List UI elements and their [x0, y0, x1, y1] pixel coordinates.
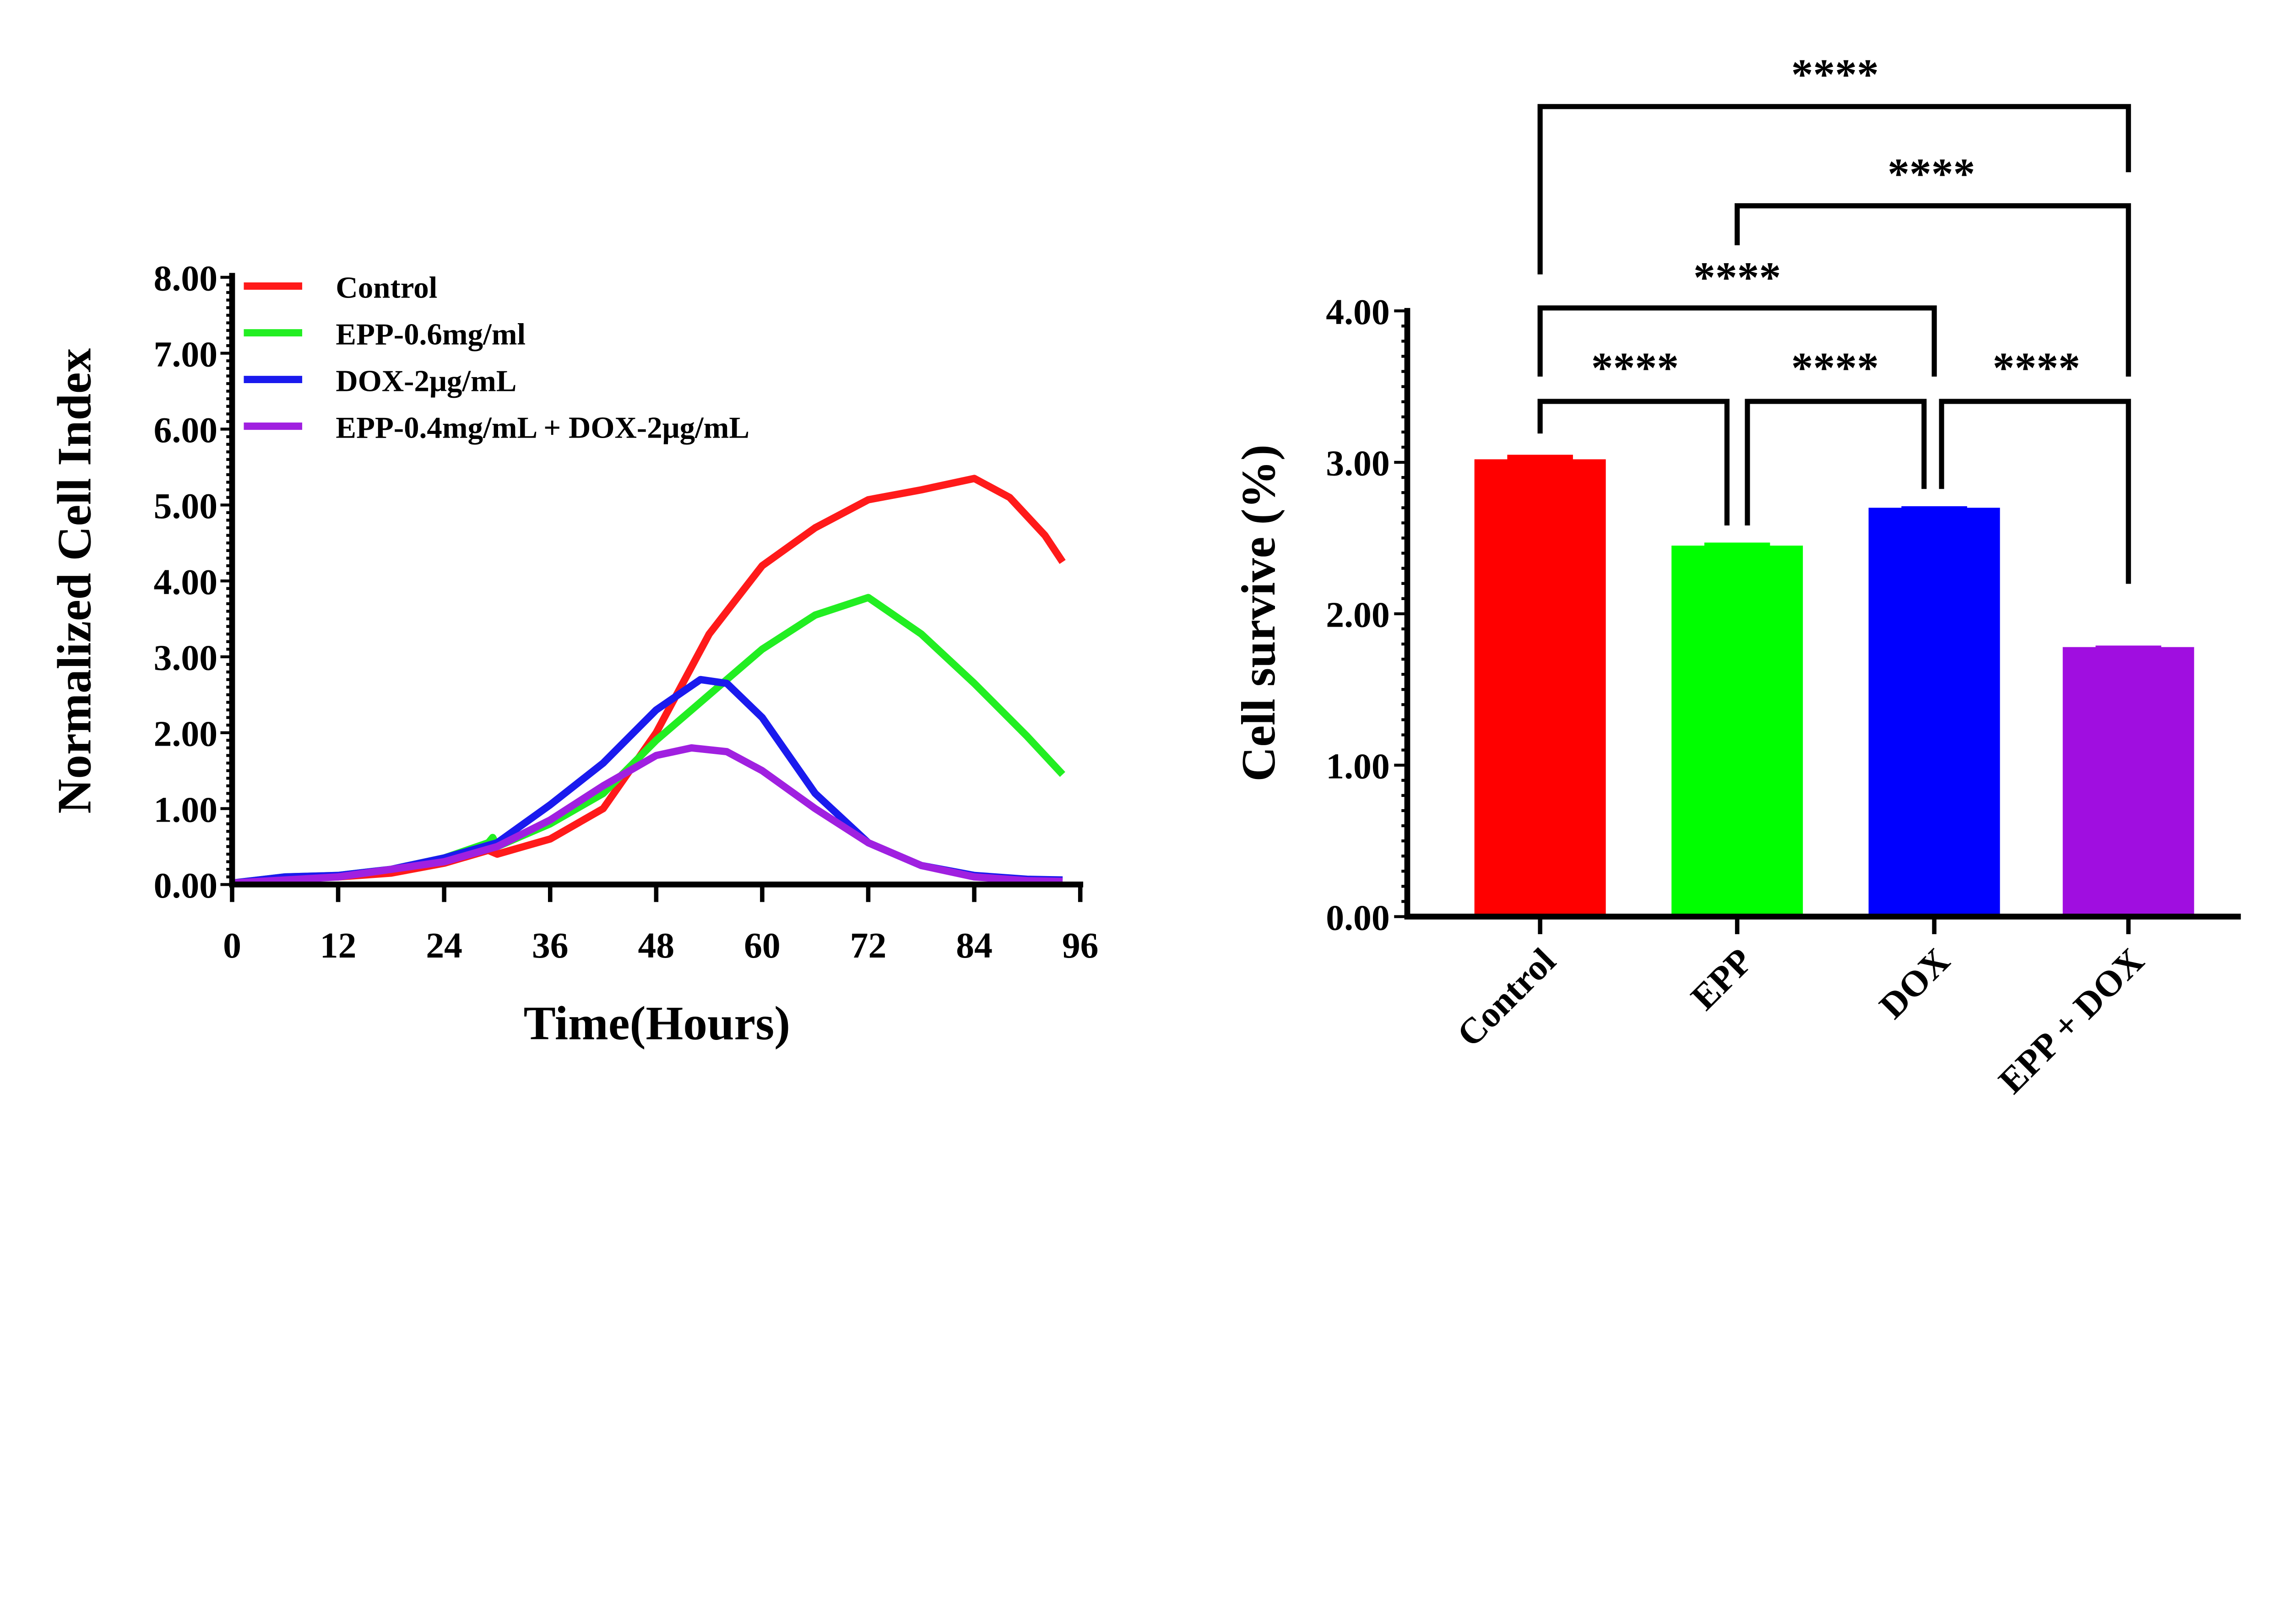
figure: 0.00 1.00 2.00 3.00 4.00 5.00 6.00 7.00 8.00 0 12 2…	[48, 50, 2241, 1101]
y-tick-label: 0.00	[1326, 898, 1389, 938]
significance-label: ****	[1591, 343, 1679, 392]
significance-label: ****	[1693, 253, 1781, 302]
x-tick-label: 72	[850, 926, 887, 966]
y-tick-label: 7.00	[154, 334, 217, 374]
series-line-3	[232, 744, 1063, 887]
error-cap-0	[1507, 455, 1573, 461]
y-tick-label: 0.00	[154, 866, 217, 906]
x-axis-label: Time(Hours)	[524, 996, 791, 1050]
significance-label: ****	[1791, 50, 1879, 99]
x-tick-label: 24	[426, 926, 462, 966]
legend-label-2: DOX-2μg/mL	[336, 364, 516, 398]
significance-bracket	[1745, 399, 1927, 525]
x-tick-label: DOX	[1872, 941, 1958, 1026]
y-tick-label: 2.00	[1326, 595, 1389, 635]
legend-label-1: EPP-0.6mg/ml	[336, 318, 526, 352]
y-tick-label: 3.00	[1326, 444, 1389, 484]
bar-0	[1474, 459, 1606, 917]
y-tick-label: 4.00	[154, 562, 217, 602]
x-tick-label: 60	[744, 926, 781, 966]
y-tick-label: 8.00	[154, 259, 217, 299]
bar-chart: 0.00 1.00 2.00 3.00 4.00 Control EPP DOX EPP + D…	[1231, 50, 2241, 1101]
x-tick-label: 12	[320, 926, 357, 966]
legend-label-3: EPP-0.4mg/mL + DOX-2μg/mL	[336, 411, 749, 445]
x-tick-label: 0	[223, 926, 241, 966]
x-tick-label: EPP	[1683, 941, 1761, 1018]
legend-label-0: Control	[336, 271, 437, 305]
x-tick-label: Control	[1449, 941, 1563, 1055]
bar-3	[2062, 647, 2194, 917]
bar-1	[1671, 546, 1803, 917]
significance-bracket	[1537, 305, 1937, 377]
error-cap-1	[1704, 542, 1770, 547]
y-tick-label: 6.00	[154, 410, 217, 450]
significance-bracket	[1939, 399, 2131, 584]
significance-bracket	[1537, 399, 1730, 525]
y-tick-label: 1.00	[154, 790, 217, 830]
x-tick-label: EPP + DOX	[1991, 941, 2152, 1101]
x-tick-label: 36	[532, 926, 569, 966]
series-line-2	[232, 676, 1063, 887]
bar-2	[1868, 508, 2000, 917]
x-tick-label: 96	[1062, 926, 1099, 966]
y-tick-label: 3.00	[154, 638, 217, 678]
significance-bracket	[1537, 104, 2131, 275]
significance-label: ****	[1993, 343, 2080, 392]
y-tick-label: 2.00	[154, 714, 217, 754]
y-tick-label: 5.00	[154, 486, 217, 526]
y-tick-label: 4.00	[1326, 292, 1389, 332]
line-chart: 0.00 1.00 2.00 3.00 4.00 5.00 6.00 7.00 8.00 0 12 2…	[48, 259, 1099, 1050]
error-cap-2	[1901, 506, 1967, 509]
significance-label: ****	[1791, 343, 1879, 392]
x-tick-label: 48	[638, 926, 675, 966]
y-axis-label: Normalized Cell Index	[48, 348, 101, 813]
significance-label: ****	[1888, 149, 1975, 198]
series-line-0	[232, 475, 1066, 887]
x-tick-label: 84	[956, 926, 993, 966]
y-axis-label: Cell survive (%)	[1231, 444, 1285, 781]
y-tick-label: 1.00	[1326, 746, 1389, 786]
significance-bracket	[1735, 203, 2131, 377]
error-cap-3	[2095, 645, 2161, 649]
